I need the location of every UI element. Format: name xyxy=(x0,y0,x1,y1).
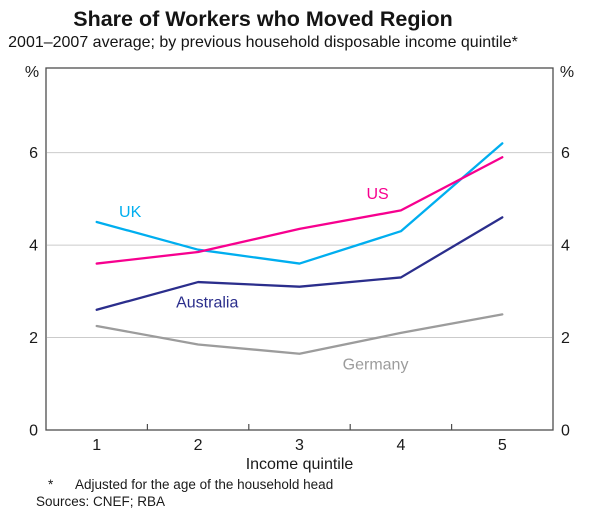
series-label-germany: Germany xyxy=(343,356,409,373)
x-axis-label: Income quintile xyxy=(246,456,354,473)
chart-title: Share of Workers who Moved Region xyxy=(73,7,453,31)
series-line-uk xyxy=(95,142,504,265)
y-tick-label-right-2: 2 xyxy=(561,330,570,347)
chart-header: Share of Workers who Moved Region 2001–2… xyxy=(0,0,526,53)
footnote-text: Adjusted for the age of the household he… xyxy=(75,477,334,492)
y-tick-label-left-2: 2 xyxy=(29,330,38,347)
x-category-label-5: 5 xyxy=(498,437,507,454)
plot-frame xyxy=(45,67,554,431)
footnote-marker: * xyxy=(48,477,54,492)
series-line-australia xyxy=(95,216,504,311)
y-tick-label-right-4: 4 xyxy=(561,238,570,255)
series-label-uk: UK xyxy=(119,204,142,221)
series-label-us: US xyxy=(366,186,388,203)
y-unit-label-left: % xyxy=(25,64,39,81)
chart-subtitle: 2001–2007 average; by previous household… xyxy=(8,34,518,51)
y-tick-label-right-0: 0 xyxy=(561,423,570,440)
y-tick-label-left-6: 6 xyxy=(29,145,38,162)
y-tick-label-left-0: 0 xyxy=(29,423,38,440)
x-category-label-1: 1 xyxy=(92,437,101,454)
y-tick-label-right-6: 6 xyxy=(561,145,570,162)
x-category-label-3: 3 xyxy=(295,437,304,454)
series-line-germany xyxy=(95,313,504,355)
sources-text: Sources: CNEF; RBA xyxy=(36,494,166,509)
series-label-australia: Australia xyxy=(176,294,238,311)
x-category-label-2: 2 xyxy=(194,437,203,454)
y-tick-label-left-4: 4 xyxy=(29,238,38,255)
series-line-us xyxy=(95,156,504,265)
x-category-label-4: 4 xyxy=(396,437,405,454)
y-unit-label-right: % xyxy=(560,64,574,81)
